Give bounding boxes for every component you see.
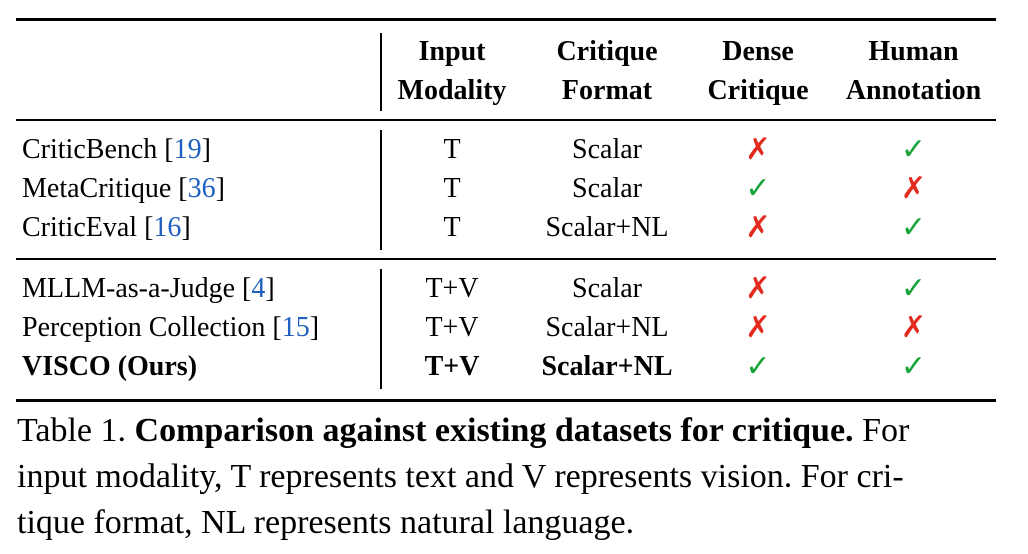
comparison-table: Input Modality Critique Format Dense Cri… (16, 18, 996, 402)
table-row: MetaCritique [36] T Scalar ✓ ✗ (16, 170, 996, 208)
human-annotation-check-icon: ✓ (900, 132, 927, 167)
group-rule (16, 258, 996, 260)
dataset-name: MetaCritique [36] (22, 170, 225, 208)
dense-critique-cross-icon: ✗ (745, 132, 771, 167)
critique-format-cell: Scalar (572, 173, 642, 204)
top-rule (16, 18, 996, 21)
dataset-name-text: CriticEval [ (22, 212, 154, 243)
dense-critique-check-icon: ✓ (745, 171, 771, 206)
dataset-name-text: VISCO (Ours) (22, 351, 198, 382)
dataset-name-text: MetaCritique [ (22, 173, 188, 204)
caption-text-1: For (853, 412, 910, 449)
header-human-annotation: Human Annotation (845, 36, 982, 106)
header-rule (16, 119, 996, 121)
human-annotation-check-icon: ✓ (900, 349, 927, 384)
critique-format-cell: Scalar+NL (545, 312, 669, 343)
dataset-name: CriticEval [16] (22, 209, 191, 247)
critique-format-cell: Scalar+NL (545, 212, 669, 243)
caption-label: Table 1. (17, 412, 135, 449)
table-row: CriticBench [19] T Scalar ✗ ✓ (16, 131, 996, 169)
table-row: MLLM-as-a-Judge [4] T+V Scalar ✗ ✓ (16, 270, 996, 308)
table-row: Perception Collection [15] T+V Scalar+NL ✗ ✗ (16, 309, 996, 347)
dataset-name-text: Perception Collection [ (22, 312, 282, 343)
caption-line-2: input modality, T represents text and V … (17, 458, 904, 495)
citation-close: ] (201, 134, 211, 165)
table-caption: Table 1. Comparison against existing dat… (17, 408, 997, 546)
input-modality-cell: T+V (425, 312, 479, 343)
human-annotation-cross-icon: ✗ (900, 310, 927, 345)
input-modality-cell: T+V (424, 351, 480, 382)
citation-link[interactable]: 15 (281, 312, 310, 343)
human-annotation-check-icon: ✓ (900, 210, 927, 245)
dense-critique-cross-icon: ✗ (745, 310, 771, 345)
header-critique-format: Critique Format (556, 36, 658, 106)
citation-link[interactable]: 16 (153, 212, 182, 243)
header-input-modality: Input Modality (397, 36, 507, 106)
input-modality-cell: T+V (425, 273, 479, 304)
input-modality-cell: T (443, 134, 461, 165)
input-modality-cell: T (443, 212, 461, 243)
dense-critique-check-icon: ✓ (745, 349, 771, 384)
bottom-rule (16, 399, 996, 402)
table-row: VISCO (Ours) T+V Scalar+NL ✓ ✓ (16, 348, 996, 386)
header-dense-critique: Dense Critique (707, 36, 809, 106)
critique-format-cell: Scalar (572, 134, 642, 165)
group2-divider (380, 269, 382, 389)
human-annotation-cross-icon: ✗ (900, 171, 927, 206)
dense-critique-cross-icon: ✗ (745, 271, 771, 306)
citation-close: ] (215, 173, 225, 204)
caption-line-3: tique format, NL represents natural lang… (17, 504, 635, 541)
dense-critique-cross-icon: ✗ (745, 210, 771, 245)
human-annotation-check-icon: ✓ (900, 271, 927, 306)
citation-close: ] (265, 273, 275, 304)
citation-link[interactable]: 36 (187, 173, 216, 204)
citation-link[interactable]: 19 (173, 134, 202, 165)
caption-title: Comparison against existing datasets for… (134, 412, 854, 449)
dataset-name-text: CriticBench [ (22, 134, 174, 165)
citation-close: ] (309, 312, 320, 343)
input-modality-cell: T (443, 173, 461, 204)
group1-divider (380, 130, 382, 250)
critique-format-cell: Scalar (572, 273, 642, 304)
dataset-name: MLLM-as-a-Judge [4] (22, 270, 275, 308)
dataset-name: VISCO (Ours) (22, 348, 197, 386)
citation-close: ] (181, 212, 191, 243)
header-divider (380, 33, 382, 111)
dataset-name-text: MLLM-as-a-Judge [ (22, 273, 252, 304)
citation-link[interactable]: 4 (251, 273, 266, 304)
dataset-name: CriticBench [19] (22, 131, 211, 169)
critique-format-cell: Scalar+NL (541, 351, 673, 382)
table-row: CriticEval [16] T Scalar+NL ✗ ✓ (16, 209, 996, 247)
dataset-name: Perception Collection [15] (22, 309, 319, 347)
caption-line-1: Table 1. Comparison against existing dat… (17, 408, 997, 454)
